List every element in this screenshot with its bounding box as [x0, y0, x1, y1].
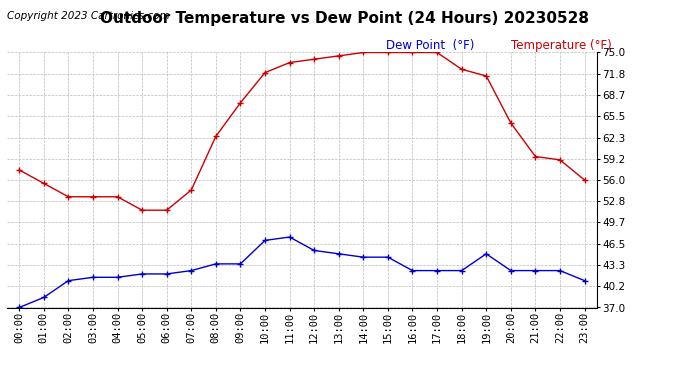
Text: Temperature (°F): Temperature (°F)	[511, 39, 611, 53]
Text: Copyright 2023 Cartronics.com: Copyright 2023 Cartronics.com	[7, 11, 170, 21]
Text: Outdoor Temperature vs Dew Point (24 Hours) 20230528: Outdoor Temperature vs Dew Point (24 Hou…	[101, 11, 589, 26]
Text: Dew Point  (°F): Dew Point (°F)	[386, 39, 475, 53]
